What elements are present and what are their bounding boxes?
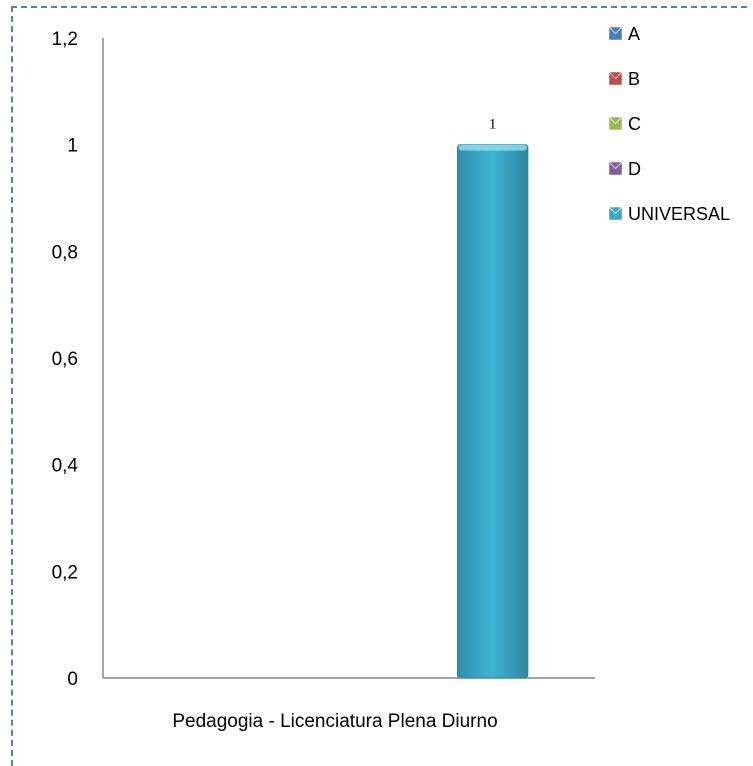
legend-swatch-bevel — [608, 26, 623, 35]
legend-swatch-bevel — [608, 116, 623, 125]
legend-label: A — [628, 24, 640, 44]
legend-item-universal: UNIVERSAL — [608, 204, 730, 224]
legend: A B C D UNIVERSAL — [608, 24, 730, 224]
data-labels: 1 — [489, 117, 497, 133]
legend-item-c: C — [608, 114, 641, 134]
legend-swatch-bevel — [608, 206, 623, 215]
y-tick-label: 1 — [67, 136, 78, 157]
y-tick-label: 0,2 — [52, 562, 78, 583]
data-label-universal: 1 — [489, 117, 497, 133]
legend-swatch-bevel — [608, 71, 623, 80]
legend-label: B — [628, 69, 640, 89]
legend-label: D — [628, 159, 641, 179]
y-tick-label: 0,4 — [52, 456, 79, 477]
y-tick-label: 0 — [67, 669, 78, 690]
legend-label: C — [628, 114, 641, 134]
category-label: Pedagogia - Licenciatura Plena Diurno — [172, 711, 497, 732]
legend-swatch-bevel — [608, 161, 623, 170]
y-tick-label: 0,8 — [52, 242, 78, 263]
chart-frame — [11, 6, 747, 766]
bar-top-highlight — [458, 144, 527, 151]
legend-label: UNIVERSAL — [628, 204, 730, 224]
bar-universal — [456, 144, 529, 679]
bars — [456, 144, 529, 679]
y-tick-label: 1,2 — [52, 29, 78, 50]
y-tick-label: 0,6 — [52, 349, 78, 370]
legend-item-a: A — [608, 24, 640, 44]
legend-item-d: D — [608, 159, 641, 179]
legend-item-b: B — [608, 69, 640, 89]
y-tick-labels: 0 0,2 0,4 0,6 0,8 1 1,2 — [52, 29, 79, 690]
